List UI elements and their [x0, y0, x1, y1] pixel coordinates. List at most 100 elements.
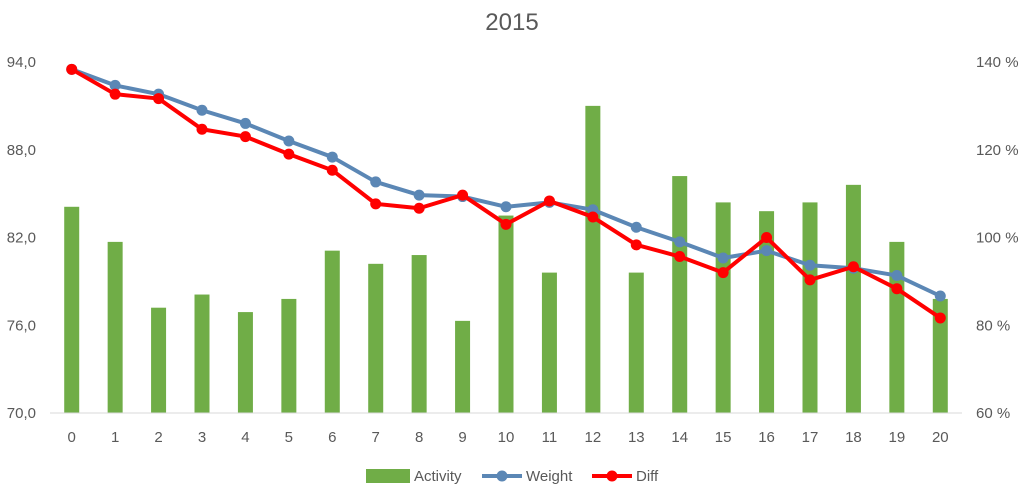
point-diff-18	[847, 261, 859, 273]
point-weight-7	[370, 176, 382, 188]
x-tick-label: 10	[498, 429, 515, 446]
point-weight-15	[717, 252, 729, 264]
point-diff-5	[283, 148, 295, 160]
point-diff-8	[413, 202, 425, 214]
bar-activity-14	[672, 176, 688, 413]
point-diff-10	[500, 218, 512, 230]
right-tick-label: 80 %	[976, 317, 1010, 334]
x-tick-label: 13	[628, 429, 645, 446]
right-tick-label: 140 %	[976, 54, 1019, 71]
x-tick-label: 17	[802, 429, 819, 446]
x-tick-label: 11	[542, 429, 558, 446]
point-diff-2	[153, 93, 165, 105]
left-tick-label: 82,0	[7, 230, 36, 247]
point-weight-6	[326, 151, 338, 163]
bar-activity-13	[628, 272, 644, 413]
point-weight-20	[934, 290, 946, 302]
point-diff-11	[543, 195, 555, 207]
point-weight-19	[891, 270, 903, 282]
x-tick-label: 7	[372, 429, 380, 446]
legend-label-activity: Activity	[414, 468, 462, 485]
bar-activity-10	[498, 215, 514, 413]
legend-label-diff: Diff	[636, 468, 659, 485]
x-tick-label: 1	[111, 429, 119, 446]
legend: Activity Weight Diff	[366, 468, 659, 485]
bar-activity-1	[107, 241, 123, 413]
left-tick-label: 76,0	[7, 317, 36, 334]
point-diff-15	[717, 267, 729, 279]
legend-swatch-activity	[366, 469, 410, 483]
left-tick-label: 88,0	[7, 142, 36, 159]
x-tick-label: 3	[198, 429, 206, 446]
right-tick-label: 60 %	[976, 405, 1010, 422]
bar-activity-12	[585, 105, 601, 413]
bar-activity-0	[64, 206, 80, 413]
x-tick-label: 9	[458, 429, 466, 446]
point-weight-5	[283, 135, 295, 147]
bar-activity-4	[237, 312, 253, 413]
right-axis-ticks: 60 % 80 % 100 % 120 % 140 %	[976, 54, 1019, 422]
point-diff-1	[109, 88, 121, 100]
point-diff-9	[457, 189, 469, 201]
bar-activity-3	[194, 294, 210, 413]
left-tick-label: 70,0	[7, 405, 36, 422]
legend-marker-diff	[606, 470, 618, 482]
x-tick-label: 2	[154, 429, 162, 446]
point-weight-4	[239, 117, 251, 129]
point-diff-4	[239, 131, 251, 143]
point-weight-17	[804, 259, 816, 271]
point-diff-20	[934, 312, 946, 324]
x-tick-label: 14	[671, 429, 688, 446]
bar-activity-6	[324, 250, 340, 413]
point-diff-3	[196, 123, 208, 135]
chart-title: 2015	[485, 9, 538, 36]
x-tick-label: 6	[328, 429, 336, 446]
left-axis-ticks: 70,0 76,0 82,0 88,0 94,0	[7, 54, 36, 422]
bar-activity-2	[151, 307, 167, 413]
lines-layer	[66, 63, 946, 324]
x-tick-label: 15	[715, 429, 732, 446]
x-tick-label: 12	[585, 429, 602, 446]
right-tick-label: 100 %	[976, 230, 1019, 247]
x-tick-label: 20	[932, 429, 949, 446]
bar-activity-15	[715, 202, 731, 413]
bar-activity-5	[281, 298, 297, 413]
x-tick-label: 19	[889, 429, 906, 446]
bars-layer	[64, 105, 948, 413]
bar-activity-20	[932, 298, 948, 413]
bar-activity-11	[541, 272, 557, 413]
point-diff-12	[587, 211, 599, 223]
bar-activity-18	[845, 184, 861, 413]
bar-activity-17	[802, 202, 818, 413]
point-diff-17	[804, 274, 816, 286]
left-tick-label: 94,0	[7, 54, 36, 71]
legend-marker-weight	[496, 470, 508, 482]
x-tick-label: 18	[845, 429, 862, 446]
point-diff-6	[326, 164, 338, 176]
point-weight-10	[500, 201, 512, 213]
point-diff-14	[674, 251, 686, 263]
point-diff-7	[370, 198, 382, 210]
point-weight-1	[109, 79, 121, 91]
point-weight-3	[196, 104, 208, 116]
point-weight-14	[674, 236, 686, 248]
right-tick-label: 120 %	[976, 142, 1019, 159]
x-tick-label: 16	[758, 429, 775, 446]
x-tick-label: 8	[415, 429, 423, 446]
x-tick-label: 4	[241, 429, 249, 446]
x-tick-label: 5	[285, 429, 293, 446]
bar-activity-16	[759, 211, 775, 413]
point-weight-13	[630, 221, 642, 233]
bar-activity-19	[889, 241, 905, 413]
point-diff-13	[630, 239, 642, 251]
bar-activity-9	[455, 320, 471, 413]
bar-activity-7	[368, 263, 384, 413]
point-diff-0	[66, 63, 78, 75]
x-axis-ticks: 0 1 2 3 4 5 6 7 8 9 10 11 12 13 14 15 16 17 18 19 20	[68, 429, 949, 446]
x-tick-label: 0	[68, 429, 76, 446]
point-diff-16	[761, 232, 773, 243]
point-diff-19	[891, 283, 903, 295]
point-weight-8	[413, 189, 425, 201]
